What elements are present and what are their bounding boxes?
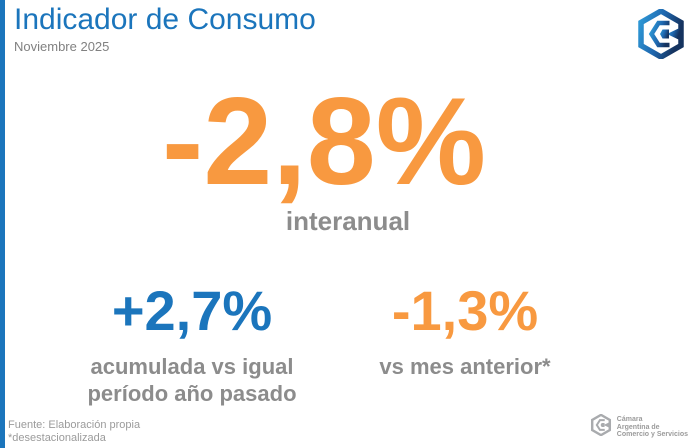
footer-org-name: Cámara Argentina de Comercio y Servicios [617, 416, 688, 439]
footer-org-name-line3: Comercio y Servicios [616, 431, 688, 439]
left-accent-bar [0, 0, 5, 448]
stat-accumulated-label: acumulada vs igual período año pasado [67, 353, 317, 407]
footer-source-line2: *desestacionalizada [8, 432, 106, 444]
footer-org-name-line2: Argentina de [616, 423, 660, 431]
cac-hexagon-logo-icon [636, 7, 686, 61]
stat-monthly-value: -1,3% [391, 279, 539, 342]
stat-accumulated-label-line1: acumulada vs igual [90, 354, 294, 379]
footer-org-name-line1: Cámara [616, 416, 643, 424]
stat-accumulated: +2,7% acumulada vs igual período año pas… [67, 283, 317, 407]
header: Indicador de Consumo Noviembre 2025 [14, 3, 316, 54]
main-stat-value: -2,8% [162, 73, 486, 211]
cac-hexagon-logo-gray-icon [590, 413, 612, 441]
page-subtitle: Noviembre 2025 [14, 39, 110, 54]
stat-monthly-label-line1: vs mes anterior* [379, 354, 551, 379]
stat-monthly: -1,3% vs mes anterior* [340, 283, 590, 380]
footer-source-line1: Fuente: Elaboración propia [8, 419, 141, 431]
footer-org-logo: Cámara Argentina de Comercio y Servicios [590, 413, 688, 441]
footer-source: Fuente: Elaboración propia *desestaciona… [8, 419, 140, 445]
page-title: Indicador de Consumo [14, 3, 316, 36]
main-stat-label: interanual [285, 206, 411, 236]
stat-monthly-label: vs mes anterior* [340, 353, 590, 380]
main-stat: -2,8% interanual [0, 80, 696, 237]
stat-accumulated-label-line2: período año pasado [87, 381, 297, 406]
stat-accumulated-value: +2,7% [111, 279, 273, 342]
